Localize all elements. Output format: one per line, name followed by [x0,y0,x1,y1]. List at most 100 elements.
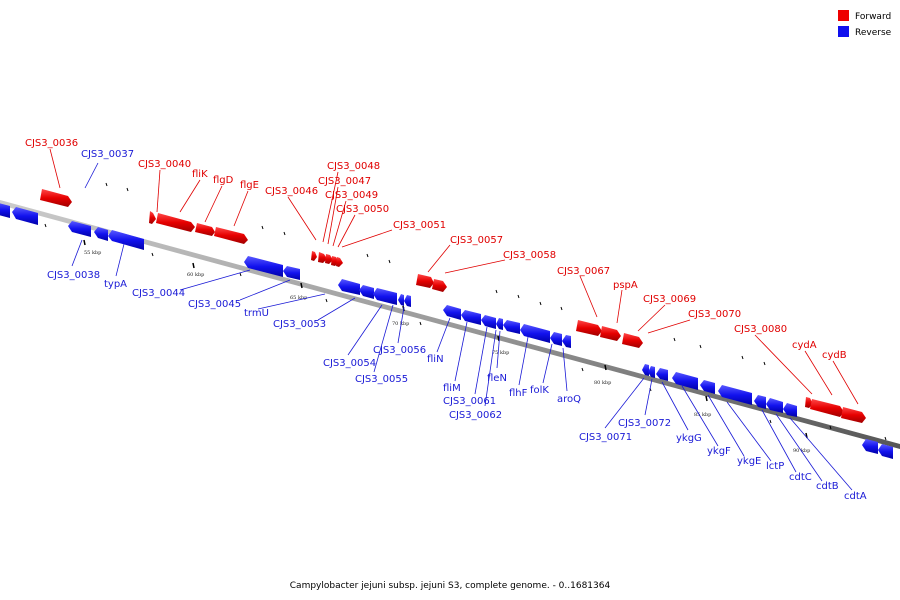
tick-mark [604,364,607,371]
gene-label: fliK [192,169,208,180]
tick-label: 85 kbp [694,412,711,418]
gene-label: aroQ [557,394,581,405]
gene-arrow [40,189,72,207]
gene-arrow [336,257,343,267]
gene-arrow [862,439,878,454]
reverse-labels: CJS3_0037 CJS3_0038 typA CJS3_0044 CJS3_… [47,149,867,502]
tick-mark [497,335,500,342]
gene-arrow [108,230,144,250]
gene-arrow [766,398,783,413]
gene-arrow [398,294,404,306]
tick-label: 70 kbp [392,321,409,327]
gene-label: CJS3_0048 [327,161,380,172]
gene-label: CJS3_0069 [643,294,696,305]
tick-label: 60 kbp [187,272,204,278]
gene-arrow [810,399,844,417]
legend-reverse-label: Reverse [855,28,892,38]
gene-arrow [648,366,655,378]
tick-label: 80 kbp [594,380,611,386]
tick-mark [300,282,303,289]
axis-bar [0,200,900,449]
tick-label: 75 kbp [492,350,509,356]
gene-arrow [195,223,215,236]
gene-arrow [481,315,496,329]
gene-arrow [783,403,797,417]
gene-arrow [443,305,461,320]
gene-label: CJS3_0053 [273,319,326,330]
gene-arrow [562,335,571,348]
gene-label: CJS3_0056 [373,345,426,356]
gene-arrow [642,364,649,376]
gene-label: fleN [487,373,507,384]
gene-label: flhF [509,388,528,399]
legend: Forward Reverse [838,10,892,38]
gene-label: CJS3_0061 [443,396,496,407]
gene-arrow [700,380,715,394]
gene-label: folK [530,385,549,396]
gene-arrow [244,256,283,277]
gene-arrow [576,320,602,336]
legend-forward-swatch [838,10,849,21]
gene-arrow [373,288,397,305]
gene-arrow [432,279,447,292]
gene-label: cydB [822,350,847,361]
gene-label: CJS3_0072 [618,418,671,429]
forward-labels: CJS3_0036 CJS3_0040 fliK flgD flgE CJS3_… [25,138,847,361]
gene-label: CJS3_0057 [450,235,503,246]
gene-label: lctP [766,461,784,472]
legend-forward-label: Forward [855,12,891,22]
gene-arrow [656,368,668,381]
gene-label: trmU [244,308,269,319]
gene-label: ykgE [737,456,761,467]
gene-label: CJS3_0049 [325,190,378,201]
gene-label: CJS3_0080 [734,324,787,335]
gene-label: ykgF [707,446,731,457]
gene-arrow [718,385,752,405]
gene-label: fliM [443,383,461,394]
gene-label: cdtB [816,481,839,492]
gene-arrow [503,320,520,334]
gene-label: cdtC [789,472,812,483]
gene-label: ykgG [676,433,702,444]
gene-arrow [338,279,360,295]
tick-mark [83,239,86,246]
gene-arrow [416,274,434,288]
gene-arrow [149,211,156,224]
gene-arrow [754,395,766,409]
gene-label: CJS3_0055 [355,374,408,385]
gene-arrow [214,227,248,244]
gene-arrow [404,295,411,307]
reverse-genes [0,203,893,459]
gene-arrow [461,310,481,325]
gene-label: cydA [792,340,817,351]
forward-leaders [49,148,859,405]
gene-arrow [520,324,550,343]
gene-label: CJS3_0054 [323,358,376,369]
gene-label: CJS3_0071 [579,432,632,443]
gene-arrow [68,221,91,237]
legend-reverse-swatch [838,26,849,37]
forward-genes [40,189,866,423]
gene-arrow [12,207,38,225]
gene-arrow [841,407,866,423]
gene-label: CJS3_0062 [449,410,502,421]
gene-label: flgD [213,175,234,186]
figure-caption: Campylobacter jejuni subsp. jejuni S3, c… [290,581,611,591]
gene-label: CJS3_0050 [336,204,389,215]
gene-label: flgE [240,180,259,191]
tick-label: 55 kbp [84,250,101,256]
gene-label: pspA [613,280,638,291]
gene-arrow [550,332,562,346]
gene-label: CJS3_0058 [503,250,556,261]
genome-axis [0,200,900,449]
gene-label: CJS3_0046 [265,186,318,197]
gene-arrow [0,203,10,218]
gene-label: cdtA [844,491,867,502]
gene-arrow [622,333,643,348]
gene-label: CJS3_0051 [393,220,446,231]
gene-label: CJS3_0070 [688,309,741,320]
gene-label: CJS3_0044 [132,288,185,299]
gene-label: CJS3_0038 [47,270,100,281]
gene-label: CJS3_0047 [318,176,371,187]
